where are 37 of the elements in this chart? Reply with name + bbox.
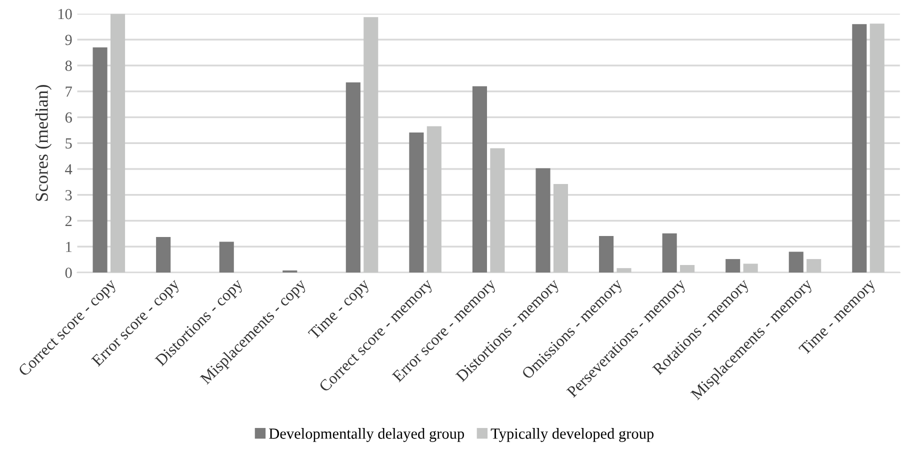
bar [409, 132, 424, 273]
legend-label: Typically developed group [490, 428, 654, 442]
y-tick-label: 10 [58, 8, 72, 20]
legend-label: Developmentally delayed group [269, 428, 464, 442]
y-tick-label: 8 [65, 60, 72, 71]
y-tick-label: 1 [66, 242, 72, 252]
y-tick-label: 3 [65, 190, 72, 200]
y-tick-label: 9 [65, 34, 72, 46]
y-tick-label: 0 [65, 268, 72, 278]
bar [616, 268, 632, 273]
y-axis-title: Scores (median) [35, 85, 52, 201]
bar [282, 270, 298, 273]
bar [806, 259, 822, 273]
bar [472, 86, 488, 273]
y-tick-label: 7 [66, 86, 72, 97]
bar [726, 259, 740, 273]
bar [553, 184, 568, 273]
bar [426, 126, 442, 273]
bar [788, 252, 804, 273]
y-tick-label: 5 [66, 138, 72, 149]
bar [662, 233, 677, 273]
bar [219, 242, 234, 273]
bar [364, 17, 378, 273]
bar [156, 237, 171, 273]
bar [92, 47, 108, 273]
y-tick-label: 6 [65, 112, 72, 123]
bar [743, 264, 758, 273]
bar [852, 24, 867, 273]
y-tick-label: 4 [65, 164, 72, 174]
bar [110, 14, 126, 273]
bar [346, 82, 360, 273]
bar [599, 236, 614, 273]
bar [680, 265, 695, 273]
y-tick-label: 2 [65, 216, 72, 226]
bar [490, 148, 505, 273]
bar [536, 168, 550, 273]
bar [870, 24, 884, 273]
